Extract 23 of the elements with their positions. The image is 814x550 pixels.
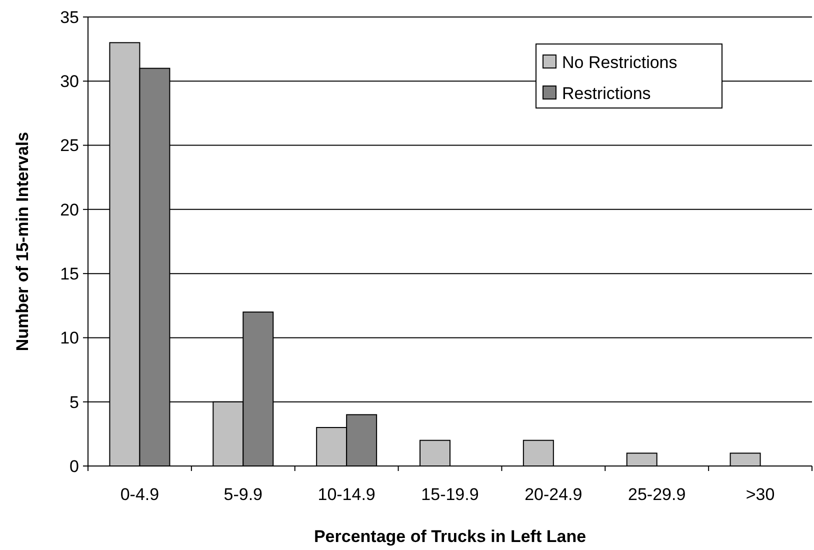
x-tick-label: 25-29.9 xyxy=(628,485,686,504)
x-tick-label: 5-9.9 xyxy=(224,485,263,504)
y-axis-title: Number of 15-min Intervals xyxy=(13,132,32,352)
legend-label: No Restrictions xyxy=(562,52,678,72)
x-tick-label: 15-19.9 xyxy=(421,485,479,504)
y-tick-label: 35 xyxy=(60,8,79,27)
bar xyxy=(420,440,450,466)
x-tick-label: 0-4.9 xyxy=(120,485,160,504)
y-tick-label: 30 xyxy=(60,72,79,92)
y-tick-label: 15 xyxy=(60,264,79,284)
legend-label: Restrictions xyxy=(562,84,651,103)
bar xyxy=(730,452,761,466)
y-tick-label: 10 xyxy=(60,328,79,348)
x-axis-title: Percentage of Trucks in Left Lane xyxy=(314,527,586,546)
bar xyxy=(522,440,554,466)
y-tick-label: 5 xyxy=(70,392,79,412)
y-tick-label: 20 xyxy=(60,200,79,220)
y-tick-label: 25 xyxy=(60,136,79,156)
y-tick-label: 0 xyxy=(70,456,79,476)
x-tick-label: >30 xyxy=(746,485,775,504)
bar xyxy=(626,452,658,466)
x-tick-label: 20-24.9 xyxy=(524,485,582,504)
x-tick-label: 10-14.9 xyxy=(318,485,376,504)
